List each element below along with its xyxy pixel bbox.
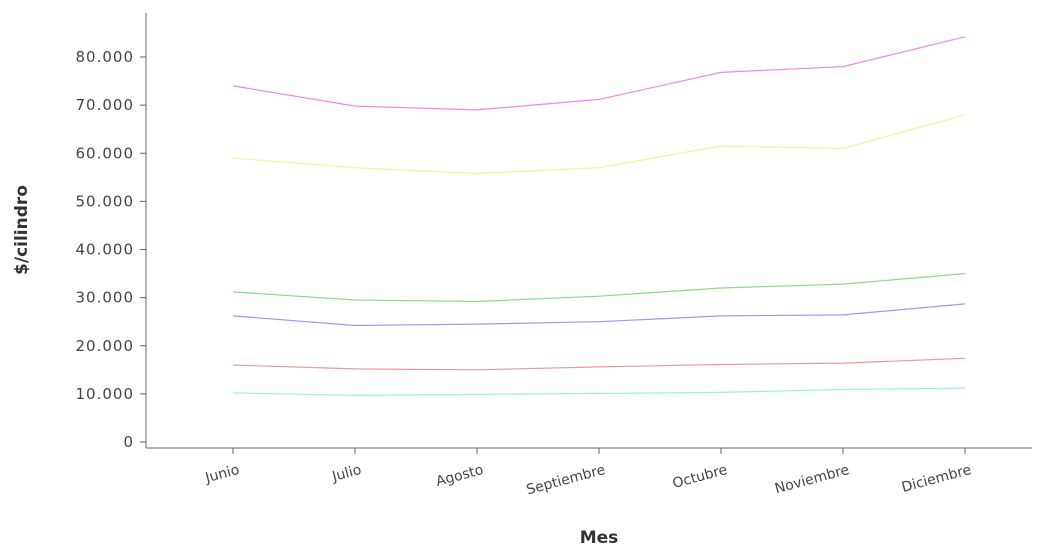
x-tick-label: Octubre xyxy=(671,462,729,492)
y-tick-label: 80.000 xyxy=(76,48,135,66)
x-axis-title: Mes xyxy=(580,528,619,545)
y-tick-label: 30.000 xyxy=(76,289,135,307)
series-line-2 xyxy=(232,114,966,175)
x-tick-label: Noviembre xyxy=(773,462,851,497)
y-axis-ticks: 0 10.000 20.000 30.000 40.000 50.000 60.000 70.… xyxy=(76,48,146,451)
x-tick-label: Septiembre xyxy=(525,462,607,498)
x-tick-label: Junio xyxy=(203,462,241,487)
y-tick-label: 10.000 xyxy=(76,385,135,403)
series-line-5 xyxy=(232,357,966,371)
y-tick-label: 50.000 xyxy=(76,192,135,210)
y-tick-label: 70.000 xyxy=(76,96,135,114)
x-axis-ticks: Junio Julio Agosto Septiembre Octubre Noviemb… xyxy=(203,448,973,498)
y-tick-label: 20.000 xyxy=(76,337,135,355)
x-tick-label: Agosto xyxy=(434,462,485,490)
y-tick-label: 60.000 xyxy=(76,144,135,162)
series-lines xyxy=(232,36,966,396)
series-line-4 xyxy=(232,303,966,327)
x-tick-label: Diciembre xyxy=(900,462,973,496)
series-line-3 xyxy=(232,273,966,303)
y-tick-label: 40.000 xyxy=(76,241,135,259)
x-tick-label: Julio xyxy=(330,462,363,485)
chart-axes xyxy=(145,13,1032,449)
series-line-1 xyxy=(232,36,966,111)
y-tick-label: 0 xyxy=(123,433,134,451)
y-axis-title: $/cilindro xyxy=(12,185,32,275)
series-line-6 xyxy=(232,387,966,396)
